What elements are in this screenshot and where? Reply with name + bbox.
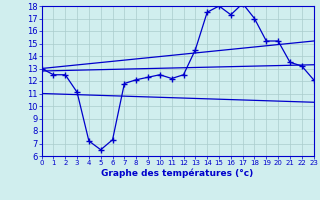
X-axis label: Graphe des températures (°c): Graphe des températures (°c) — [101, 169, 254, 178]
